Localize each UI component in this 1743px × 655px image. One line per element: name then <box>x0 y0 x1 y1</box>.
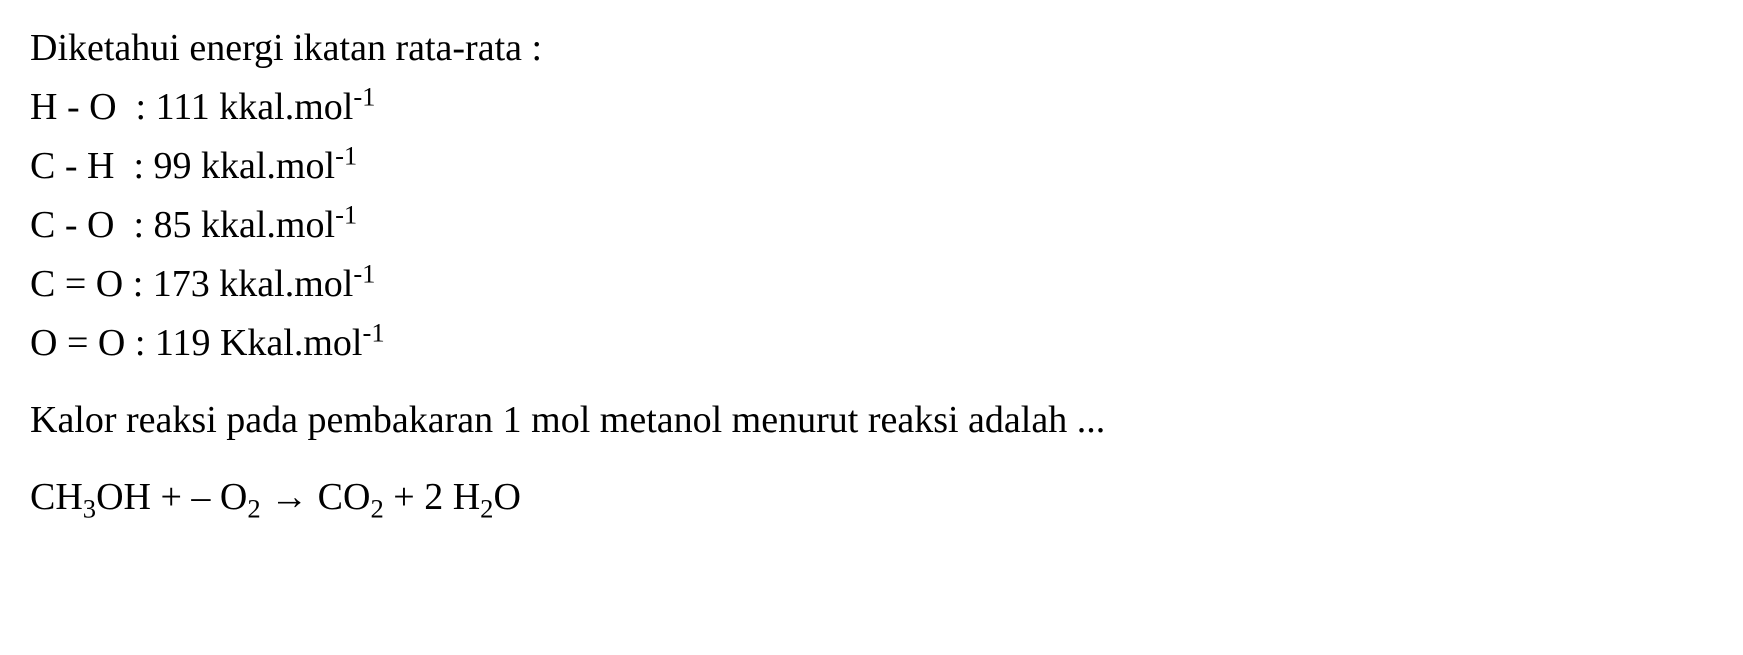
exp: -1 <box>335 199 357 229</box>
bond-ch: C - H : 99 kkal.mol-1 <box>30 138 1713 195</box>
sub: 2 <box>247 494 260 524</box>
product-1: CO <box>318 476 371 518</box>
sub: 3 <box>83 494 96 524</box>
bond-odo-label: O = O <box>30 322 125 364</box>
bond-ch-value: : 99 kkal.mol <box>133 145 335 187</box>
bond-co-value: : 85 kkal.mol <box>133 204 335 246</box>
reactant-2: OH + <box>96 476 191 518</box>
bond-ho-value: : 111 kkal.mol <box>136 86 354 128</box>
bond-ho: H - O : 111 kkal.mol-1 <box>30 79 1713 136</box>
bond-odo: O = O : 119 Kkal.mol-1 <box>30 315 1713 372</box>
spacer <box>30 374 1713 392</box>
bond-ho-label: H - O <box>30 86 117 128</box>
bond-co: C - O : 85 kkal.mol-1 <box>30 197 1713 254</box>
product-2: + 2 H <box>384 476 480 518</box>
bond-cdo-value: : 173 kkal.mol <box>133 263 354 305</box>
title-line: Diketahui energi ikatan rata-rata : <box>30 20 1713 77</box>
bond-odo-value: : 119 Kkal.mol <box>135 322 363 364</box>
sub: 2 <box>370 494 383 524</box>
spacer <box>30 451 1713 469</box>
question-text: Kalor reaksi pada pembakaran 1 mol metan… <box>30 399 1105 441</box>
product-3: O <box>493 476 520 518</box>
document-content: Diketahui energi ikatan rata-rata : H - … <box>30 20 1713 526</box>
title-text: Diketahui energi ikatan rata-rata : <box>30 27 542 69</box>
sub: 2 <box>480 494 493 524</box>
arrow-icon: → <box>261 476 318 518</box>
exp: -1 <box>362 317 384 347</box>
bond-co-label: C - O <box>30 204 114 246</box>
exp: -1 <box>353 81 375 111</box>
reaction-line: CH3OH + – O2 → CO2 + 2 H2O <box>30 469 1713 526</box>
question-line: Kalor reaksi pada pembakaran 1 mol metan… <box>30 392 1713 449</box>
exp: -1 <box>335 140 357 170</box>
bond-cdo-label: C = O <box>30 263 123 305</box>
bond-ch-label: C - H <box>30 145 114 187</box>
exp: -1 <box>353 258 375 288</box>
reactant-3: – O <box>191 476 247 518</box>
bond-cdo: C = O : 173 kkal.mol-1 <box>30 256 1713 313</box>
reactant-1: CH <box>30 476 83 518</box>
